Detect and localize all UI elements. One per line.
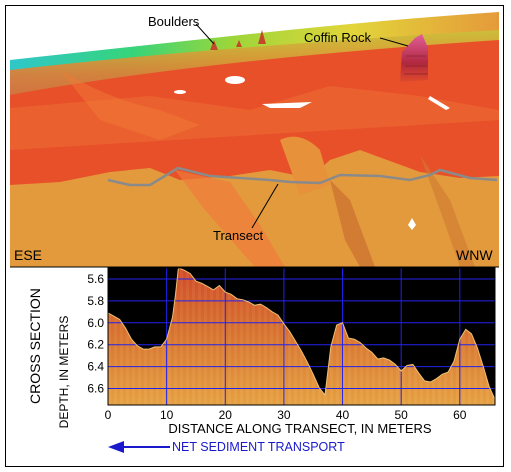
data-gap <box>225 76 245 84</box>
x-gridlines <box>107 268 461 405</box>
x-tick-label: 10 <box>160 408 174 422</box>
y-gridlines <box>108 278 495 390</box>
sand-crest-shadow <box>330 180 375 267</box>
arrow-head-icon <box>108 441 124 453</box>
cross-section-label: CROSS SECTION <box>27 288 43 404</box>
sand-wave-shadow <box>420 155 475 267</box>
boulder <box>258 30 266 44</box>
data-gap <box>174 90 186 94</box>
x-axis-title: DISTANCE ALONG TRANSECT, IN METERS <box>168 421 432 436</box>
sand-wave-field <box>10 150 499 267</box>
coffin-rock-leader <box>379 37 409 47</box>
coffin-rock-shape <box>400 34 428 82</box>
x-tick-label: 30 <box>277 408 291 422</box>
transect-leader <box>251 183 279 229</box>
coffin-rock-texture <box>404 55 428 75</box>
sediment-transport-arrow <box>108 441 170 453</box>
sand-ridge-shadow <box>175 170 285 267</box>
seafloor-scene <box>10 10 499 267</box>
y-axis-title: DEPTH, IN METERS <box>57 316 71 429</box>
data-gap <box>408 218 416 230</box>
y-tick-labels: 5.6 5.8 6.0 6.2 6.4 6.6 <box>87 272 104 396</box>
x-tick-label: 50 <box>395 408 409 422</box>
net-sediment-transport-label: NET SEDIMENT TRANSPORT <box>172 440 345 454</box>
transect-line <box>107 166 498 187</box>
boulders-label: Boulders <box>148 14 200 29</box>
ese-label: ESE <box>14 247 42 263</box>
x-tick-label: 40 <box>336 408 350 422</box>
x-tick-labels: 0 10 20 30 40 50 60 <box>105 408 467 422</box>
transect-label: Transect <box>213 228 263 243</box>
y-tick-label: 6.6 <box>87 382 104 396</box>
seafloor-texture <box>10 86 499 150</box>
y-tick-label: 6.4 <box>87 360 104 374</box>
x-tick-label: 60 <box>453 408 467 422</box>
x-tick-label: 20 <box>219 408 233 422</box>
x-tick-label: 0 <box>105 408 112 422</box>
y-tick-label: 6.2 <box>87 338 104 352</box>
y-tick-label: 5.6 <box>87 272 104 286</box>
boulder <box>236 40 242 47</box>
plot-border <box>107 267 496 406</box>
data-gap <box>428 96 450 110</box>
sand-crest <box>280 136 330 195</box>
data-gap <box>262 102 312 108</box>
profile-texture <box>108 268 495 405</box>
scour-texture <box>60 70 200 140</box>
wnw-label: WNW <box>456 247 493 263</box>
seafloor-profile-line <box>107 267 496 400</box>
y-tick-label: 6.0 <box>87 316 104 330</box>
cross-section-plot <box>107 267 496 406</box>
coffin-rock-label: Coffin Rock <box>304 30 371 45</box>
boulder <box>210 40 218 50</box>
y-tick-label: 5.8 <box>87 294 104 308</box>
boulders-leader <box>195 23 215 45</box>
